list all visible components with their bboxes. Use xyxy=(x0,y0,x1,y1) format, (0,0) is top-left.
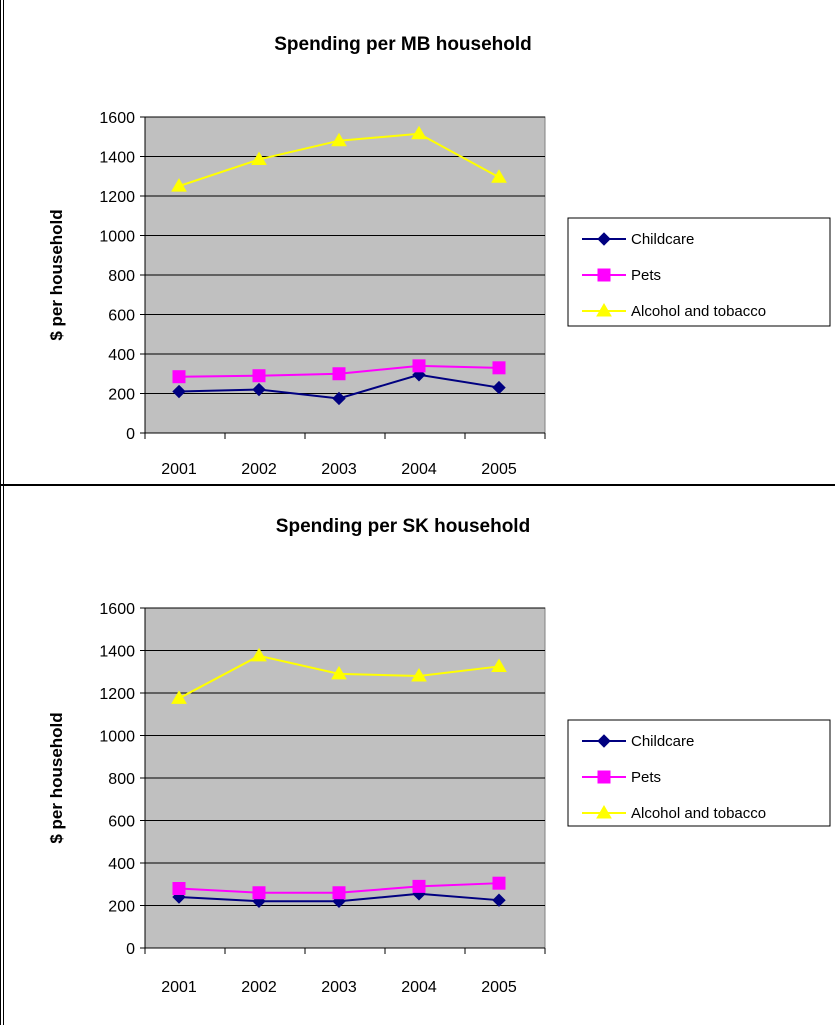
y-tick-label: 0 xyxy=(126,426,135,443)
data-point-childcare xyxy=(492,893,506,907)
y-tick-label: 1600 xyxy=(99,110,135,127)
data-point-childcare xyxy=(332,391,346,406)
x-tick-label: 2001 xyxy=(161,461,197,478)
legend-label-pets: Pets xyxy=(631,267,661,284)
data-point-pets xyxy=(492,361,506,375)
y-tick-label: 1200 xyxy=(99,189,135,206)
legend-label-alcohol-and-tobacco: Alcohol and tobacco xyxy=(631,303,766,320)
y-tick-label: 800 xyxy=(108,268,135,285)
y-tick-label: 600 xyxy=(108,308,135,325)
data-point-alcohol-and-tobacco xyxy=(171,690,187,704)
y-tick-label: 800 xyxy=(108,771,135,788)
data-point-alcohol-and-tobacco xyxy=(331,132,347,147)
x-tick-label: 2001 xyxy=(161,979,197,996)
x-tick-label: 2004 xyxy=(401,461,437,478)
legend-label-alcohol-and-tobacco: Alcohol and tobacco xyxy=(631,805,766,822)
data-point-pets xyxy=(332,886,346,900)
panel-divider xyxy=(0,484,835,486)
data-point-pets xyxy=(252,369,266,383)
chart-sk: Spending per SK household 0 200 400 600 800 10… xyxy=(47,516,831,996)
legend-marker-alcohol-and-tobacco xyxy=(596,805,612,819)
y-tick-label: 600 xyxy=(108,814,135,831)
y-tick-label: 1200 xyxy=(99,686,135,703)
data-point-pets xyxy=(412,879,426,893)
x-tick-label: 2005 xyxy=(481,461,517,478)
chart-mb: Spending per MB household 0 200 400 600 800 10… xyxy=(47,34,831,478)
data-point-pets xyxy=(252,886,266,900)
x-tick-label: 2005 xyxy=(481,979,517,996)
legend-label-childcare: Childcare xyxy=(631,231,694,248)
y-tick-label: 400 xyxy=(108,856,135,873)
data-point-childcare xyxy=(252,382,266,397)
legend-marker-childcare xyxy=(597,232,611,246)
y-tick-label: 200 xyxy=(108,899,135,916)
y-tick-label: 1000 xyxy=(99,229,135,246)
x-tick-label: 2003 xyxy=(321,979,357,996)
panel-border xyxy=(0,0,4,486)
chart-title: Spending per SK household xyxy=(276,516,530,537)
data-point-childcare xyxy=(172,384,186,399)
chart-title: Spending per MB household xyxy=(274,34,532,55)
x-tick-label: 2002 xyxy=(241,979,277,996)
data-point-alcohol-and-tobacco xyxy=(491,169,507,183)
data-point-alcohol-and-tobacco xyxy=(171,178,187,192)
legend-marker-alcohol-and-tobacco xyxy=(596,303,612,317)
data-point-pets xyxy=(412,359,426,373)
y-tick-label: 400 xyxy=(108,347,135,364)
legend xyxy=(567,217,831,327)
legend-label-childcare: Childcare xyxy=(631,733,694,750)
y-tick-label: 200 xyxy=(108,387,135,404)
legend-label-pets: Pets xyxy=(631,769,661,786)
data-point-pets xyxy=(172,370,186,384)
y-tick-label: 1600 xyxy=(99,601,135,618)
chart-panel-sk: Spending per SK household 0 200 400 600 800 10… xyxy=(0,486,835,1025)
data-point-pets xyxy=(172,882,186,895)
data-point-alcohol-and-tobacco xyxy=(251,151,267,165)
data-point-pets xyxy=(332,367,346,381)
x-tick-label: 2004 xyxy=(401,979,437,996)
y-tick-label: 1400 xyxy=(99,150,135,167)
legend-marker-pets xyxy=(597,268,611,282)
data-point-pets xyxy=(492,876,506,890)
y-axis-label: $ per household xyxy=(47,209,66,340)
panel-border xyxy=(0,486,4,1025)
data-point-alcohol-and-tobacco xyxy=(331,665,347,680)
y-tick-label: 0 xyxy=(126,941,135,958)
data-point-childcare xyxy=(492,380,506,395)
data-point-alcohol-and-tobacco xyxy=(411,668,427,682)
data-point-alcohol-and-tobacco xyxy=(251,647,267,662)
chart-panel-mb: Spending per MB household 0 200 400 600 800 10… xyxy=(0,0,835,486)
legend-marker-childcare xyxy=(597,734,611,748)
data-point-alcohol-and-tobacco xyxy=(491,658,507,672)
x-tick-label: 2002 xyxy=(241,461,277,478)
data-point-alcohol-and-tobacco xyxy=(411,125,427,140)
y-tick-label: 1400 xyxy=(99,644,135,661)
x-tick-label: 2003 xyxy=(321,461,357,478)
y-axis-label: $ per household xyxy=(47,712,66,843)
legend xyxy=(567,719,831,827)
legend-marker-pets xyxy=(597,770,611,784)
y-tick-label: 1000 xyxy=(99,729,135,746)
